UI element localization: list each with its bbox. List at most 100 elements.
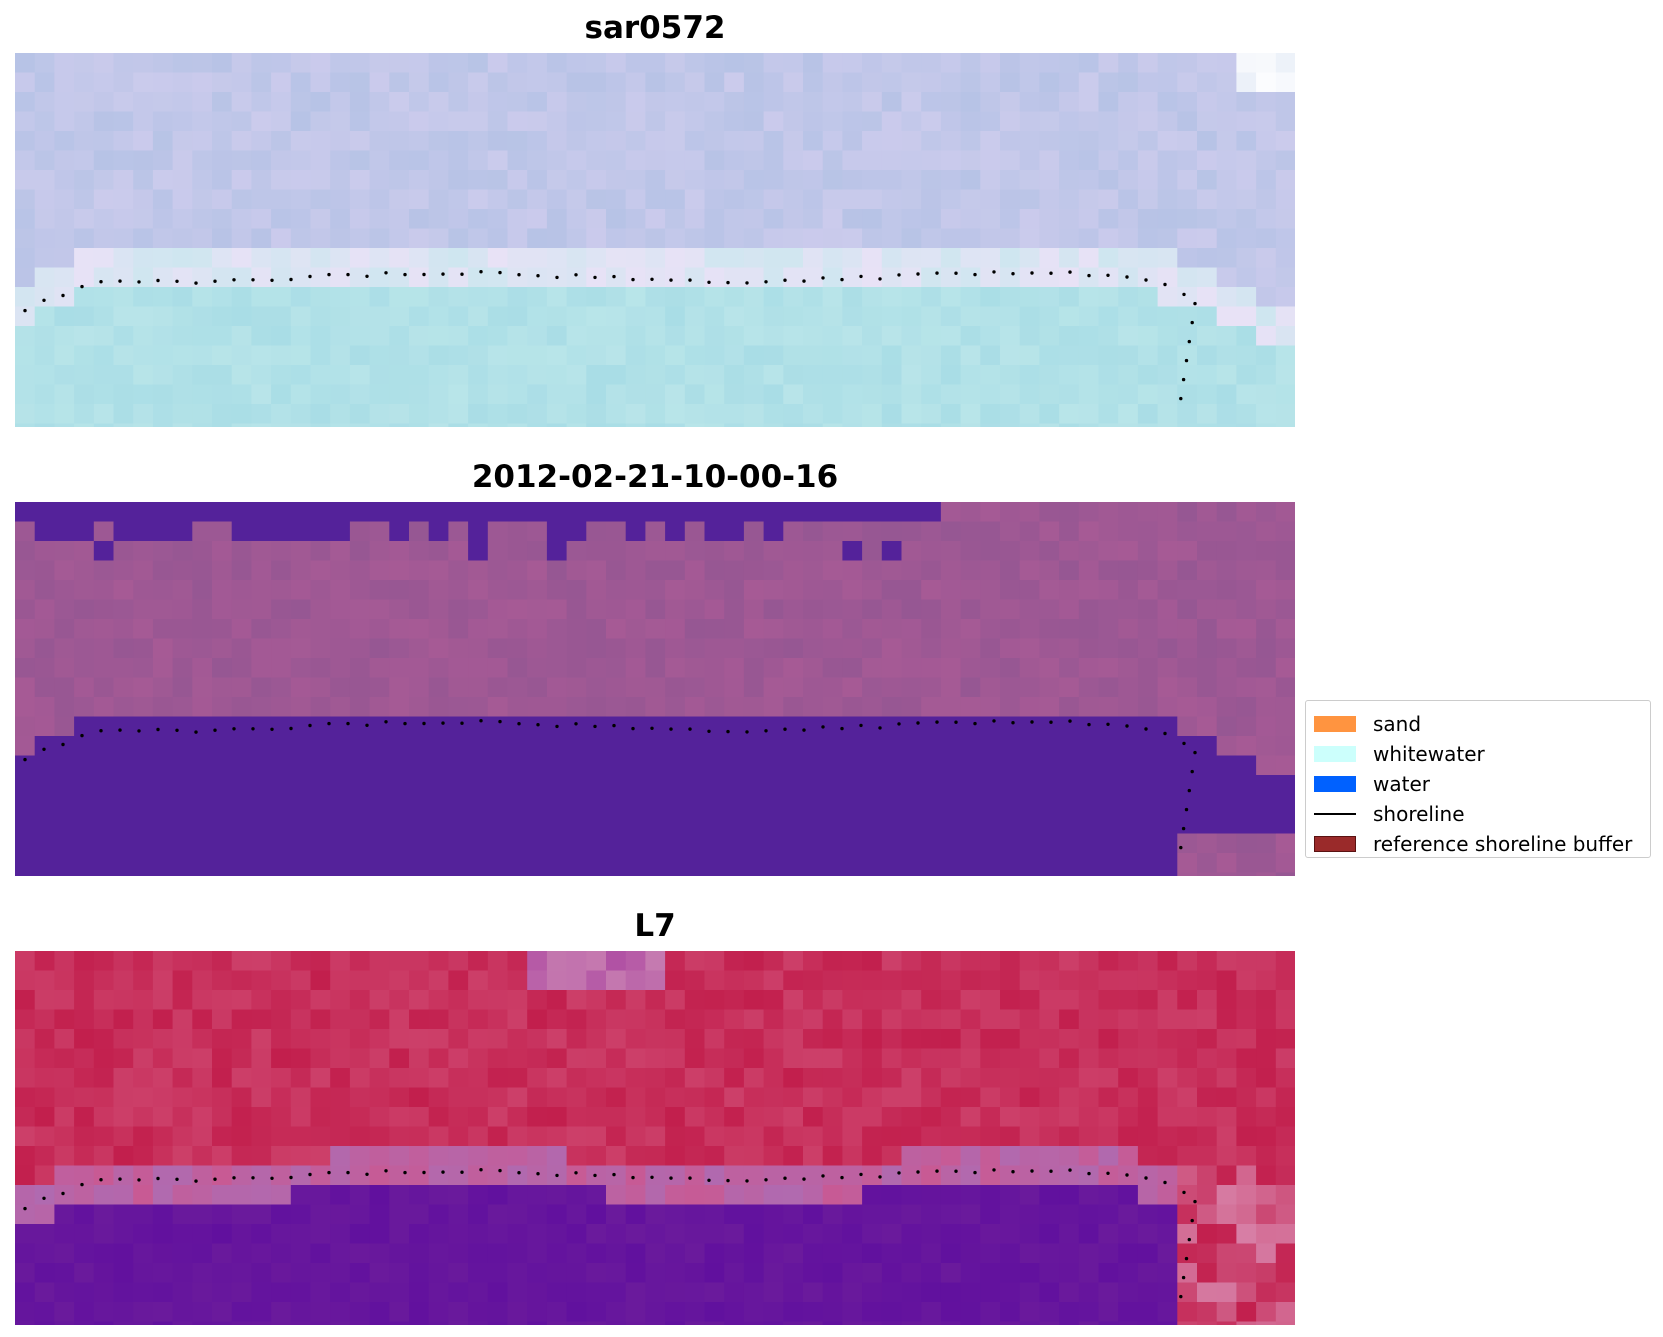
image-pixel bbox=[1137, 111, 1159, 132]
image-pixel bbox=[231, 521, 252, 542]
image-pixel bbox=[1236, 72, 1257, 93]
image-pixel bbox=[192, 1029, 213, 1050]
image-pixel bbox=[960, 677, 981, 698]
image-pixel bbox=[15, 1107, 36, 1128]
image-pixel bbox=[1000, 814, 1021, 835]
image-pixel bbox=[704, 267, 725, 288]
image-pixel bbox=[54, 1048, 75, 1069]
shoreline-point bbox=[403, 1170, 407, 1175]
image-pixel bbox=[862, 1126, 883, 1147]
image-pixel bbox=[546, 1087, 568, 1108]
image-pixel bbox=[763, 248, 784, 269]
image-pixel bbox=[1256, 1204, 1277, 1225]
image-pixel bbox=[192, 658, 213, 679]
image-pixel bbox=[54, 599, 75, 620]
image-pixel bbox=[1216, 697, 1237, 718]
image-pixel bbox=[231, 189, 252, 210]
image-pixel bbox=[1000, 541, 1021, 562]
image-pixel bbox=[330, 521, 351, 542]
shoreline-point bbox=[308, 723, 312, 728]
image-pixel bbox=[803, 677, 824, 698]
image-pixel bbox=[1059, 189, 1080, 210]
image-pixel bbox=[1236, 1204, 1257, 1225]
image-pixel bbox=[1118, 541, 1139, 562]
image-pixel bbox=[93, 1321, 115, 1325]
image-pixel bbox=[369, 619, 390, 640]
image-pixel bbox=[1157, 619, 1178, 640]
image-pixel bbox=[1019, 1185, 1040, 1206]
image-pixel bbox=[921, 209, 942, 230]
image-pixel bbox=[862, 287, 883, 308]
image-pixel bbox=[172, 1243, 193, 1264]
image-pixel bbox=[1157, 1243, 1178, 1264]
image-pixel bbox=[192, 1009, 213, 1030]
image-pixel bbox=[960, 1204, 981, 1225]
image-pixel bbox=[231, 1048, 252, 1069]
image-pixel bbox=[251, 1126, 272, 1147]
image-pixel bbox=[389, 1009, 410, 1030]
image-pixel bbox=[763, 853, 784, 874]
shoreline-point bbox=[688, 278, 692, 282]
image-pixel bbox=[1216, 1263, 1237, 1284]
image-pixel bbox=[389, 814, 410, 835]
image-pixel bbox=[862, 423, 883, 427]
image-pixel bbox=[15, 150, 36, 171]
image-pixel bbox=[1197, 990, 1218, 1011]
image-pixel bbox=[192, 306, 213, 327]
image-pixel bbox=[606, 814, 627, 835]
image-pixel bbox=[1177, 1282, 1198, 1303]
image-pixel bbox=[940, 248, 962, 269]
shoreline-point bbox=[118, 728, 122, 732]
image-pixel bbox=[409, 833, 430, 854]
image-pixel bbox=[1216, 1029, 1237, 1050]
image-pixel bbox=[34, 1204, 55, 1225]
image-pixel bbox=[1177, 658, 1198, 679]
image-pixel bbox=[704, 189, 725, 210]
shoreline-point bbox=[517, 1171, 521, 1175]
image-pixel bbox=[724, 560, 745, 581]
image-pixel bbox=[665, 248, 686, 269]
image-pixel bbox=[1275, 1048, 1295, 1069]
image-pixel bbox=[389, 1263, 410, 1284]
image-pixel bbox=[1039, 326, 1060, 347]
image-pixel bbox=[803, 1146, 824, 1167]
image-pixel bbox=[1059, 248, 1080, 269]
image-pixel bbox=[54, 170, 75, 191]
image-pixel bbox=[1098, 833, 1119, 854]
image-pixel bbox=[54, 1302, 75, 1323]
image-pixel bbox=[468, 92, 489, 113]
image-pixel bbox=[15, 384, 36, 405]
image-pixel bbox=[1236, 697, 1257, 718]
image-pixel bbox=[803, 619, 824, 640]
image-pixel bbox=[625, 228, 646, 249]
image-pixel bbox=[251, 541, 272, 562]
image-pixel bbox=[625, 306, 646, 327]
image-pixel bbox=[743, 365, 765, 386]
image-pixel bbox=[625, 287, 646, 308]
image-pixel bbox=[507, 990, 528, 1011]
image-pixel bbox=[507, 1302, 528, 1323]
image-pixel bbox=[290, 1107, 312, 1128]
image-pixel bbox=[15, 345, 36, 366]
shoreline-point bbox=[232, 1176, 236, 1180]
image-pixel bbox=[684, 599, 706, 620]
image-pixel bbox=[960, 1302, 981, 1323]
image-pixel bbox=[921, 287, 942, 308]
image-pixel bbox=[271, 716, 292, 737]
image-pixel bbox=[310, 619, 331, 640]
image-pixel bbox=[74, 794, 95, 815]
image-pixel bbox=[1098, 1321, 1119, 1325]
image-pixel bbox=[940, 1185, 962, 1206]
image-pixel bbox=[271, 599, 292, 620]
image-pixel bbox=[546, 326, 568, 347]
image-pixel bbox=[803, 502, 824, 523]
image-pixel bbox=[192, 970, 213, 991]
image-pixel bbox=[448, 365, 469, 386]
image-pixel bbox=[15, 306, 36, 327]
image-pixel bbox=[54, 1068, 75, 1089]
shoreline-point bbox=[555, 1173, 559, 1178]
image-pixel bbox=[606, 697, 627, 718]
image-pixel bbox=[704, 775, 725, 796]
image-pixel bbox=[842, 677, 863, 698]
image-pixel bbox=[428, 658, 449, 679]
